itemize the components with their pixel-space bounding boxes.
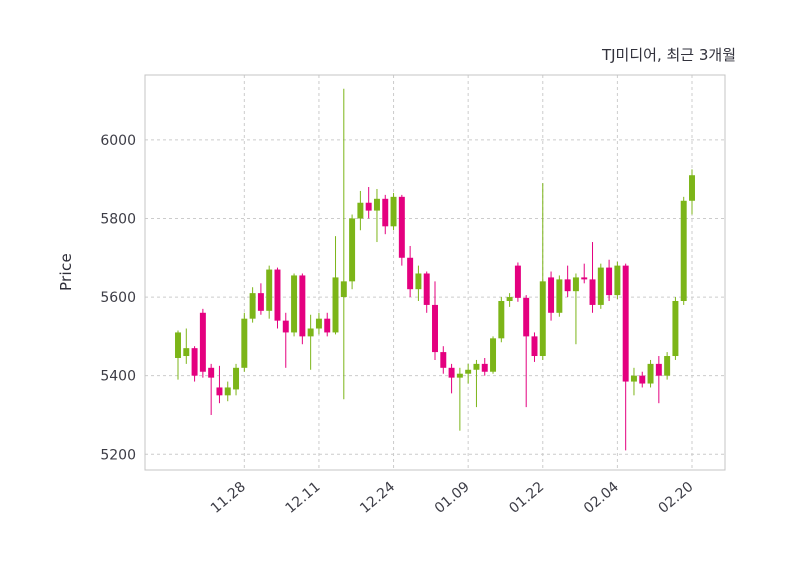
- chart-title: TJ미디어, 최근 3개월: [601, 46, 736, 64]
- svg-text:02.20: 02.20: [656, 479, 697, 517]
- svg-text:11.28: 11.28: [208, 479, 249, 517]
- svg-text:5800: 5800: [100, 211, 136, 227]
- svg-text:12.24: 12.24: [357, 479, 398, 517]
- svg-text:01.22: 01.22: [506, 479, 547, 517]
- svg-text:6000: 6000: [100, 133, 136, 149]
- y-axis-label: Price: [57, 252, 75, 292]
- svg-text:02.04: 02.04: [581, 479, 622, 517]
- svg-text:5200: 5200: [100, 447, 136, 463]
- svg-text:01.09: 01.09: [432, 479, 473, 517]
- svg-text:12.11: 12.11: [283, 479, 324, 517]
- svg-text:5600: 5600: [100, 290, 136, 306]
- svg-text:5400: 5400: [100, 369, 136, 385]
